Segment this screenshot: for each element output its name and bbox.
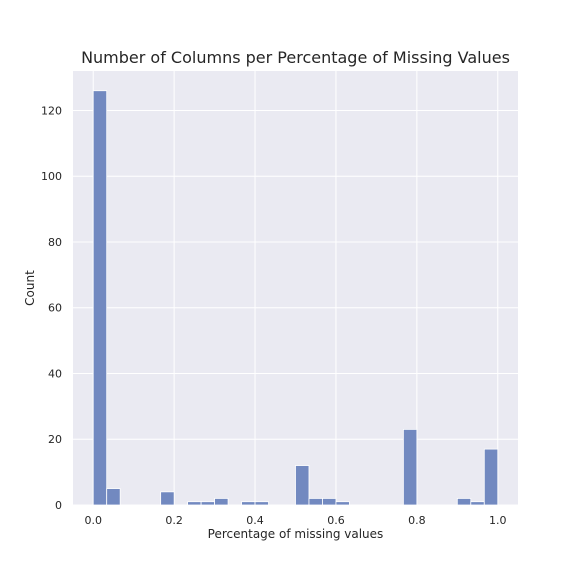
histogram-bars xyxy=(92,90,499,506)
histogram-bar xyxy=(160,491,175,506)
histogram-bar xyxy=(456,498,472,506)
histogram-bar xyxy=(483,448,499,506)
plot-area xyxy=(73,71,518,505)
histogram-bar xyxy=(402,428,418,506)
histogram-bar xyxy=(200,501,215,506)
x-axis-ticks: 0.0 0.2 0.4 0.6 0.8 1.0 xyxy=(84,514,506,527)
histogram-bar xyxy=(295,465,310,506)
histogram-bar xyxy=(335,501,350,506)
histogram-bar xyxy=(254,501,269,506)
y-tick-label: 120 xyxy=(41,104,62,117)
histogram-bar xyxy=(214,498,229,506)
y-tick-label: 100 xyxy=(41,170,62,183)
y-axis-ticks: 0 20 40 60 80 100 120 xyxy=(41,104,62,512)
y-tick-label: 40 xyxy=(48,367,62,380)
x-tick-label: 0.2 xyxy=(165,514,183,527)
histogram-bar xyxy=(106,488,121,506)
x-tick-label: 0.4 xyxy=(246,514,264,527)
histogram-bar xyxy=(322,498,337,506)
x-tick-label: 1.0 xyxy=(489,514,507,527)
grid-lines xyxy=(73,71,518,506)
y-tick-label: 0 xyxy=(55,499,62,512)
y-axis-label: Count xyxy=(23,270,37,306)
x-axis-label: Percentage of missing values xyxy=(208,527,384,541)
x-tick-label: 0.8 xyxy=(408,514,426,527)
x-tick-label: 0.6 xyxy=(327,514,345,527)
histogram-bar xyxy=(241,501,256,506)
y-tick-label: 60 xyxy=(48,302,62,315)
y-tick-label: 80 xyxy=(48,236,62,249)
histogram-bar xyxy=(470,501,485,506)
chart-title: Number of Columns per Percentage of Miss… xyxy=(81,48,510,67)
histogram-bar xyxy=(308,498,323,506)
histogram-bar xyxy=(187,501,202,506)
y-tick-label: 20 xyxy=(48,433,62,446)
x-tick-label: 0.0 xyxy=(84,514,102,527)
histogram-bar xyxy=(92,90,108,506)
